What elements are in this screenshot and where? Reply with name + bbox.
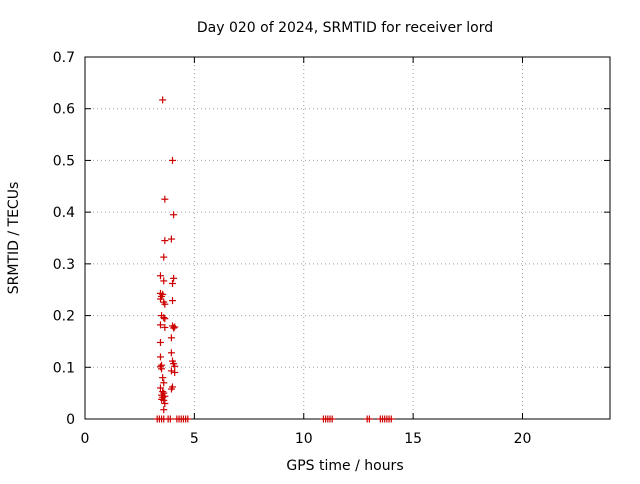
y-tick-label: 0.1: [53, 360, 75, 376]
data-point: [161, 323, 169, 331]
data-point: [160, 396, 168, 404]
data-point: [169, 280, 176, 288]
data-point: [184, 415, 192, 423]
data-point: [160, 277, 168, 285]
y-tick-label: 0.6: [53, 102, 75, 118]
axis-tick-labels: 0 5 10 15 20 0 0.1 0.2 0.3 0.4 0.5 0.6 0.7: [53, 50, 532, 447]
data-point: [161, 195, 169, 203]
data-point: [169, 156, 176, 164]
data-point: [167, 385, 175, 393]
y-tick-label: 0.7: [53, 50, 75, 66]
data-point: [160, 406, 168, 414]
data-point: [167, 334, 175, 342]
data-point: [161, 399, 169, 407]
data-point: [166, 415, 174, 423]
x-axis-label: GPS time / hours: [286, 458, 403, 474]
data-point: [161, 392, 169, 400]
data-point: [160, 379, 168, 387]
data-point: [170, 324, 178, 332]
data-point: [171, 362, 179, 370]
data-point: [159, 374, 167, 382]
data-point: [170, 274, 178, 282]
data-point: [167, 367, 175, 375]
data-point: [158, 365, 166, 373]
data-point: [156, 338, 164, 346]
data-point: [171, 368, 179, 376]
data-point: [159, 96, 167, 104]
data-point: [161, 315, 169, 323]
data-point: [167, 235, 175, 243]
axis-ticks: [84, 56, 610, 420]
data-point: [159, 290, 167, 298]
data-point: [156, 295, 164, 303]
data-points: [153, 96, 395, 423]
data-point: [156, 321, 164, 329]
data-point: [160, 314, 168, 322]
y-axis-label: SRMTID / TECUs: [6, 182, 22, 295]
data-point: [156, 272, 164, 280]
data-point: [170, 211, 178, 219]
grid-lines: [85, 57, 610, 419]
x-tick-label: 10: [295, 431, 313, 447]
data-point: [161, 237, 169, 245]
data-point: [171, 323, 179, 331]
y-tick-label: 0.2: [53, 309, 75, 325]
plot-frame: [84, 56, 611, 420]
data-point: [156, 384, 164, 392]
data-point: [156, 353, 164, 361]
data-point: [328, 415, 336, 423]
data-point: [387, 415, 395, 423]
data-point: [160, 253, 168, 261]
x-tick-label: 15: [404, 431, 422, 447]
chart-title: Day 020 of 2024, SRMTID for receiver lor…: [197, 20, 493, 36]
y-tick-label: 0.5: [53, 153, 75, 169]
y-tick-label: 0.4: [53, 205, 75, 221]
x-tick-label: 0: [81, 431, 90, 447]
data-point: [365, 415, 373, 423]
y-tick-label: 0: [66, 412, 75, 428]
x-tick-label: 5: [190, 431, 199, 447]
x-tick-label: 20: [514, 431, 532, 447]
data-point: [161, 300, 169, 308]
y-tick-label: 0.3: [53, 257, 75, 273]
data-point: [167, 349, 175, 357]
data-point: [169, 297, 176, 305]
